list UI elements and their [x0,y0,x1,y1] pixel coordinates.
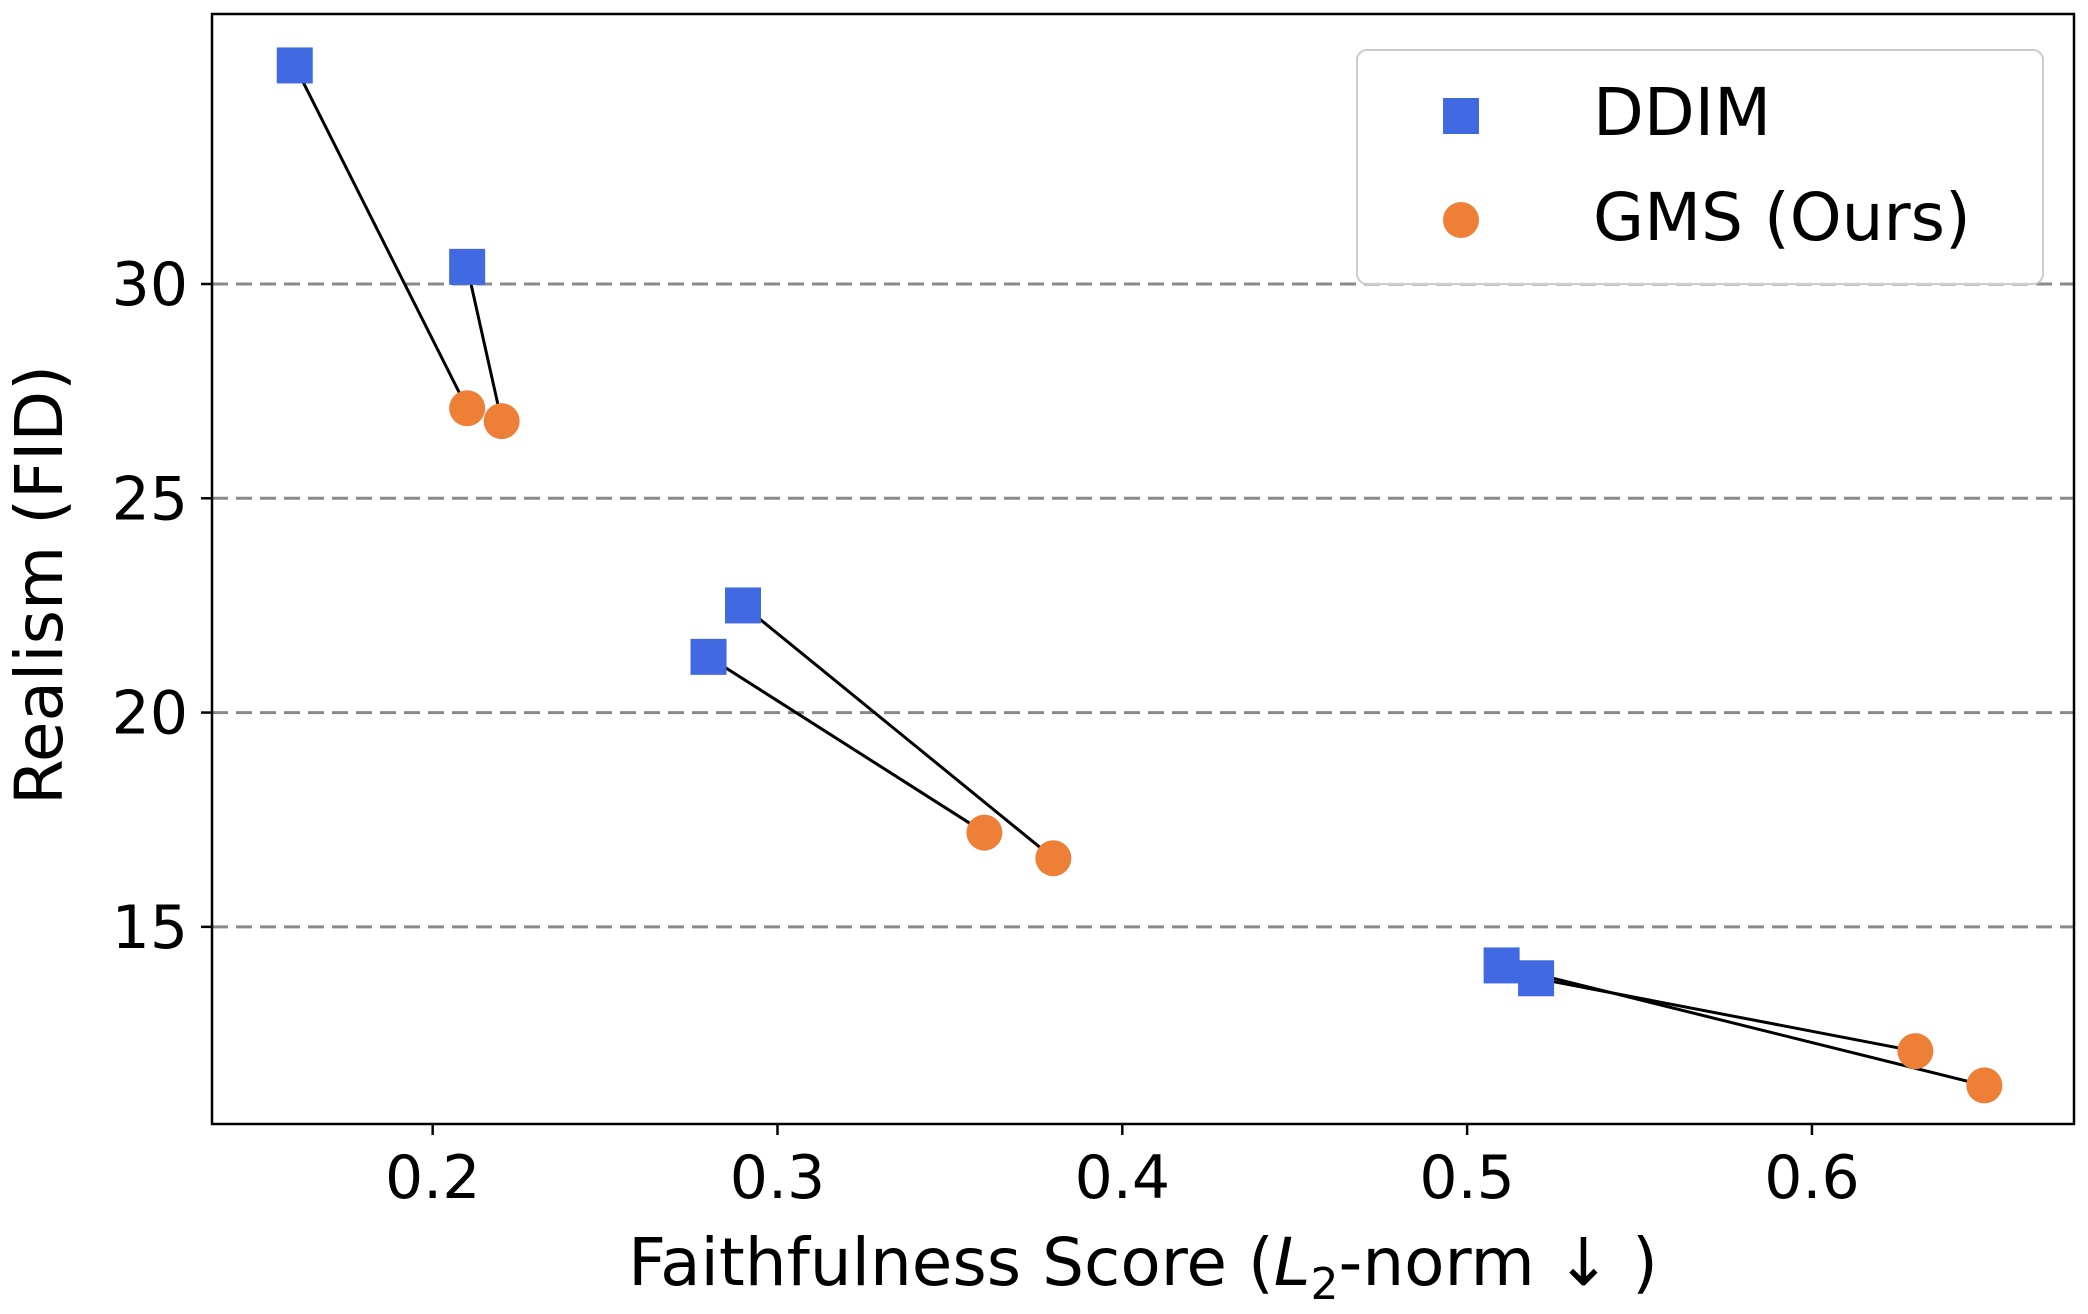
ddim-point [1518,960,1555,997]
x-axis-label-post: -norm ↓ ) [1339,1224,1658,1301]
legend-marker-ddim [1443,98,1479,134]
connector-line [742,604,1055,860]
connector-lines [293,64,1985,1087]
y-axis-label: Realism (FID) [1,365,78,805]
y-axis-ticks: 15 20 25 30 [112,250,212,963]
ddim-point [1483,947,1520,984]
x-tick-label: 0.5 [1419,1143,1514,1213]
ddim-point [276,47,313,84]
y-tick-label: 30 [112,250,188,320]
y-tick-label: 25 [112,464,188,534]
legend-marker-gms [1443,202,1479,238]
x-axis-ticks: 0.2 0.3 0.4 0.5 0.6 [385,1124,1860,1213]
connector-line [1535,976,1916,1053]
x-tick-label: 0.6 [1764,1143,1859,1213]
connector-line [465,266,504,422]
legend: DDIM GMS (Ours) [1356,49,2044,285]
gms-point [1897,1033,1934,1070]
x-axis-label-var: L [1274,1224,1311,1301]
x-axis-label-pre: Faithfulness Score ( [628,1224,1274,1301]
gms-point [449,390,486,427]
ddim-point [449,248,486,285]
connector-line [293,64,469,409]
legend-box [1356,49,2044,285]
connector-line [707,655,986,834]
x-axis-label: Faithfulness Score (L2-norm ↓ ) [628,1224,1658,1310]
ddim-point [725,587,762,624]
x-axis-label-sub: 2 [1311,1259,1339,1310]
gms-point [1035,840,1072,877]
connector-line [1501,963,1985,1087]
gms-point [966,814,1003,851]
y-tick-label: 20 [112,679,188,749]
legend-label-ddim: DDIM [1593,74,1771,151]
x-tick-label: 0.4 [1075,1143,1170,1213]
ddim-point [690,638,727,675]
x-tick-label: 0.2 [385,1143,480,1213]
x-tick-label: 0.3 [730,1143,825,1213]
gms-point [1966,1067,2003,1104]
data-markers [276,47,2003,1104]
plot-frame [210,12,2076,1126]
y-tick-label: 15 [112,893,188,963]
legend-label-gms: GMS (Ours) [1593,179,1971,256]
gms-point [483,403,520,440]
